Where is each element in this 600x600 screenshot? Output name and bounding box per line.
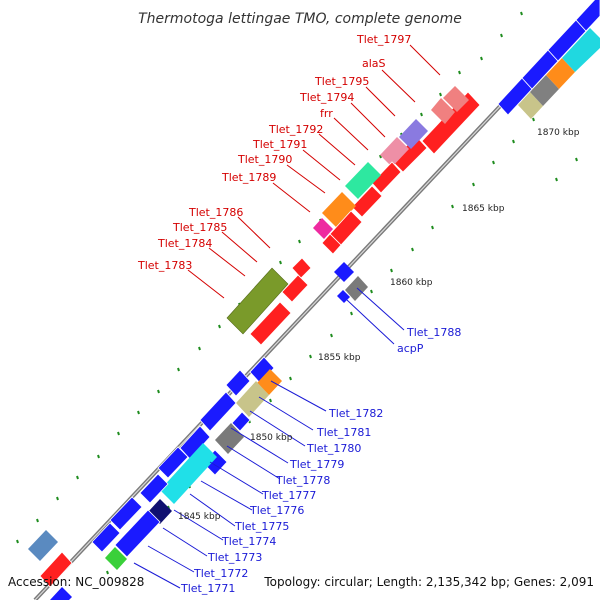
- gene-label: Tlet_1773: [207, 551, 262, 564]
- gene-label: Tlet_1797: [356, 33, 411, 46]
- gene-label: alaS: [362, 57, 386, 70]
- gene-label: Tlet_1791: [252, 138, 307, 151]
- gene-label: Tlet_1775: [234, 520, 289, 533]
- gene-label: Tlet_1782: [328, 407, 383, 420]
- gene-label: Tlet_1795: [314, 75, 369, 88]
- gene-label: Tlet_1774: [221, 535, 276, 548]
- scale-labels: 1845 kbp 1850 kbp 1855 kbp 1860 kbp 1865…: [178, 128, 580, 522]
- gene-label: Tlet_1792: [268, 123, 323, 136]
- gene-label: Tlet_1783: [137, 259, 192, 272]
- scale-label: 1860 kbp: [390, 278, 433, 288]
- gene-label: Tlet_1786: [188, 206, 243, 219]
- label-connectors-top: [187, 44, 441, 299]
- gene-label: Tlet_1780: [306, 442, 361, 455]
- gene-label: Tlet_1785: [172, 221, 227, 234]
- gene-label: Tlet_1777: [261, 489, 316, 502]
- forward-strand-genes: [28, 86, 481, 588]
- gene-label: Tlet_1790: [237, 153, 292, 166]
- scale-label: 1845 kbp: [178, 512, 221, 522]
- gene-label: Tlet_1776: [249, 504, 304, 517]
- gene-labels-bottom: Tlet_1788 acpP Tlet_1782 Tlet_1781 Tlet_…: [180, 326, 461, 595]
- reverse-strand-genes: [50, 0, 600, 600]
- gene-label: Tlet_1779: [289, 458, 344, 471]
- gene-label: Tlet_1771: [180, 582, 235, 595]
- gene-label: Tlet_1789: [221, 171, 276, 184]
- gene-label: Tlet_1778: [275, 474, 330, 487]
- accession-text: Accession: NC_009828: [8, 575, 144, 589]
- gene-label: Tlet_1772: [193, 567, 248, 580]
- gene-label: Tlet_1784: [157, 237, 212, 250]
- gene-label: acpP: [397, 342, 424, 355]
- scale-label: 1850 kbp: [250, 433, 293, 443]
- scale-label: 1855 kbp: [318, 353, 361, 363]
- map-title: Thermotoga lettingae TMO, complete genom…: [138, 11, 462, 27]
- genome-info-text: Topology: circular; Length: 2,135,342 bp…: [263, 575, 594, 589]
- scale-label: 1870 kbp: [537, 128, 580, 138]
- gene-label: Tlet_1794: [299, 91, 354, 104]
- gene-label: Tlet_1788: [406, 326, 461, 339]
- scale-label: 1865 kbp: [462, 204, 505, 214]
- gene-label: Tlet_1781: [316, 426, 371, 439]
- gene-labels-top: Tlet_1797 alaS Tlet_1795 Tlet_1794 frr T…: [137, 33, 411, 272]
- label-connectors-bottom: [133, 287, 405, 589]
- gene-label: frr: [320, 107, 333, 120]
